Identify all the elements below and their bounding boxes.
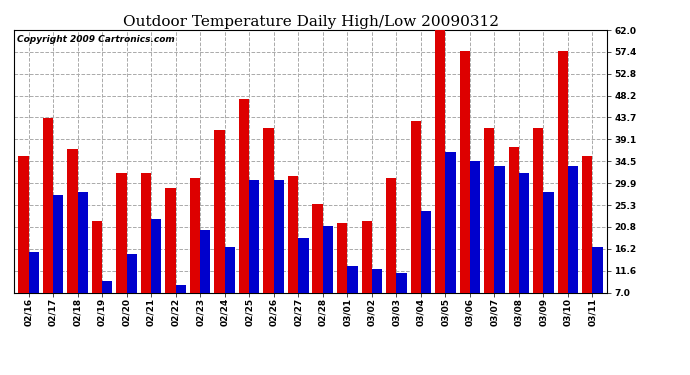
Bar — [533, 128, 544, 326]
Bar — [176, 285, 186, 326]
Bar — [347, 266, 357, 326]
Bar — [509, 147, 519, 326]
Bar — [102, 280, 112, 326]
Bar — [544, 192, 554, 326]
Bar — [190, 178, 200, 326]
Bar — [126, 254, 137, 326]
Bar — [372, 268, 382, 326]
Bar — [460, 51, 470, 326]
Bar — [225, 247, 235, 326]
Bar — [215, 130, 225, 326]
Bar — [298, 238, 308, 326]
Bar — [445, 152, 455, 326]
Bar — [337, 223, 347, 326]
Bar — [264, 128, 274, 326]
Bar — [558, 51, 568, 326]
Bar — [435, 30, 445, 326]
Bar — [43, 118, 53, 326]
Text: Copyright 2009 Cartronics.com: Copyright 2009 Cartronics.com — [17, 35, 175, 44]
Bar — [470, 161, 480, 326]
Bar — [18, 156, 28, 326]
Bar — [582, 156, 593, 326]
Bar — [421, 211, 431, 326]
Bar — [166, 188, 176, 326]
Bar — [67, 149, 77, 326]
Bar — [77, 192, 88, 326]
Bar — [593, 247, 603, 326]
Bar — [484, 128, 495, 326]
Bar — [53, 195, 63, 326]
Bar — [313, 204, 323, 326]
Bar — [249, 180, 259, 326]
Bar — [200, 231, 210, 326]
Bar — [386, 178, 396, 326]
Bar — [117, 173, 126, 326]
Title: Outdoor Temperature Daily High/Low 20090312: Outdoor Temperature Daily High/Low 20090… — [123, 15, 498, 29]
Bar — [151, 219, 161, 326]
Bar — [288, 176, 298, 326]
Bar — [141, 173, 151, 326]
Bar — [323, 226, 333, 326]
Bar — [92, 221, 102, 326]
Bar — [239, 99, 249, 326]
Bar — [396, 273, 406, 326]
Bar — [519, 173, 529, 326]
Bar — [274, 180, 284, 326]
Bar — [362, 221, 372, 326]
Bar — [28, 252, 39, 326]
Bar — [568, 166, 578, 326]
Bar — [411, 121, 421, 326]
Bar — [495, 166, 504, 326]
